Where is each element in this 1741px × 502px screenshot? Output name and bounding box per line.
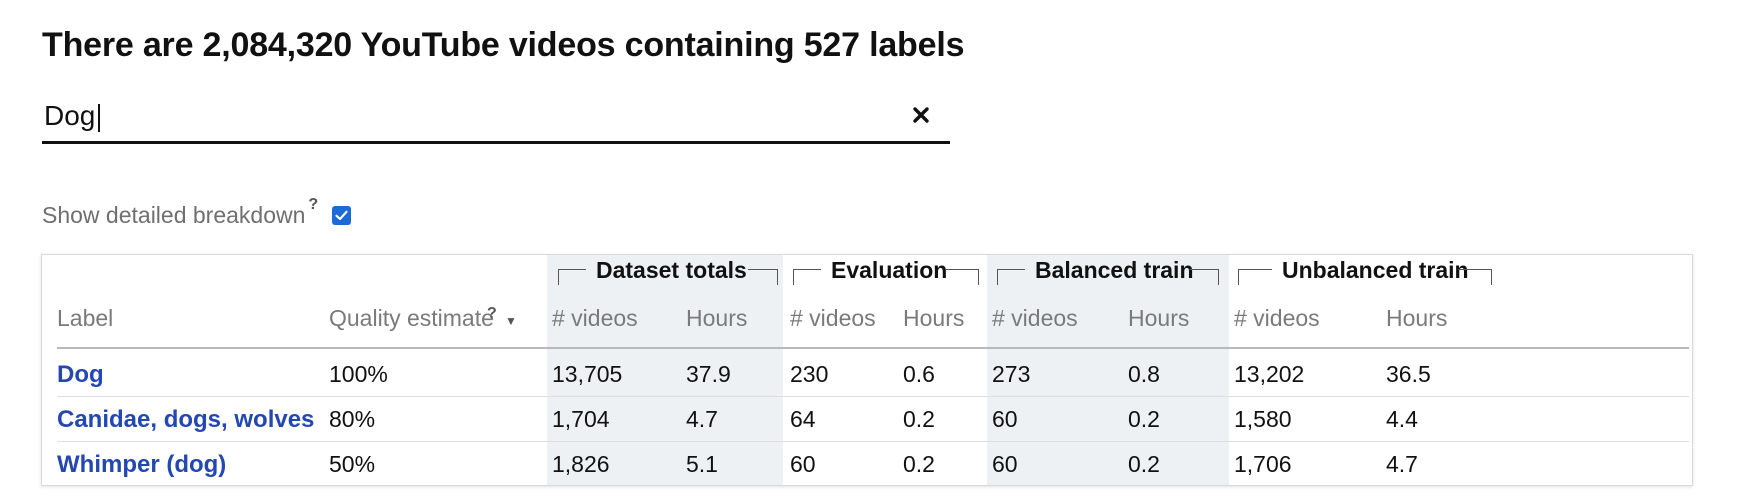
group-evaluation: Evaluation [793,255,979,295]
table-cell: 4.4 [1386,406,1418,432]
quality-cell: 50% [329,451,376,477]
group-title-unbalanced-train: Unbalanced train [1282,257,1469,283]
column-header-hours-unbalanced[interactable]: Hours [1386,305,1448,331]
label-link-canidae[interactable]: Canidae, dogs, wolves [57,406,315,433]
table-cell: 273 [992,361,1031,387]
row-divider [57,396,1689,397]
group-unbalanced-train: Unbalanced train [1238,255,1492,295]
search-input[interactable] [42,96,884,136]
table-cell: 4.7 [1386,451,1418,477]
table-cell: 5.1 [686,451,718,477]
quality-cell: 80% [329,406,376,432]
table-cell: 1,826 [552,451,610,477]
group-title-balanced-train: Balanced train [1035,257,1194,283]
page-title: There are 2,084,320 YouTube videos conta… [42,26,965,64]
table-cell: 0.2 [1128,406,1160,432]
detailed-breakdown-label: Show detailed breakdown [42,201,306,228]
group-balanced-train: Balanced train [997,255,1219,295]
table-cell: 0.2 [1128,451,1160,477]
column-header-videos-eval[interactable]: # videos [790,305,876,331]
group-title-dataset-totals: Dataset totals [596,257,747,283]
group-dataset-totals: Dataset totals [558,255,778,295]
table-cell: 60 [992,451,1018,477]
column-header-hours-dataset[interactable]: Hours [686,305,748,331]
balanced-train-shade [987,255,1229,485]
quality-help-icon[interactable]: ? [487,305,497,322]
detailed-breakdown-option: Show detailed breakdown ? [42,196,352,232]
column-header-hours-eval[interactable]: Hours [903,305,965,331]
close-icon[interactable] [906,100,936,130]
header-divider [57,347,1689,349]
sort-descending-icon[interactable]: ▼ [505,314,517,328]
detailed-breakdown-checkbox[interactable] [332,205,352,225]
label-link-dog[interactable]: Dog [57,361,104,388]
column-header-label[interactable]: Label [57,305,114,331]
table-cell: 60 [790,451,816,477]
label-search-field[interactable] [42,92,950,144]
table-cell: 230 [790,361,829,387]
table-cell: 0.2 [903,451,935,477]
table-cell: 0.6 [903,361,935,387]
column-header-quality[interactable]: Quality estimate [329,305,494,331]
table-cell: 0.8 [1128,361,1160,387]
column-header-videos-dataset[interactable]: # videos [552,305,638,331]
table-cell: 4.7 [686,406,718,432]
table-cell: 36.5 [1386,361,1431,387]
table-cell: 13,202 [1234,361,1305,387]
group-title-evaluation: Evaluation [831,257,948,283]
table-cell: 0.2 [903,406,935,432]
table-cell: 13,705 [552,361,623,387]
column-header-hours-balanced[interactable]: Hours [1128,305,1190,331]
quality-cell: 100% [329,361,388,387]
text-cursor [98,104,100,132]
dataset-totals-shade [547,255,783,485]
column-header-videos-balanced[interactable]: # videos [992,305,1078,331]
row-divider [57,441,1689,442]
table-cell: 37.9 [686,361,731,387]
help-icon[interactable]: ? [308,196,319,213]
table-cell: 60 [992,406,1018,432]
table-cell: 64 [790,406,816,432]
column-header-videos-unbalanced[interactable]: # videos [1234,305,1320,331]
table-cell: 1,704 [552,406,610,432]
label-stats-table: Dataset totals Evaluation Balanced train… [41,254,1693,486]
table-cell: 1,706 [1234,451,1292,477]
label-link-whimper[interactable]: Whimper (dog) [57,451,227,478]
table-cell: 1,580 [1234,406,1292,432]
